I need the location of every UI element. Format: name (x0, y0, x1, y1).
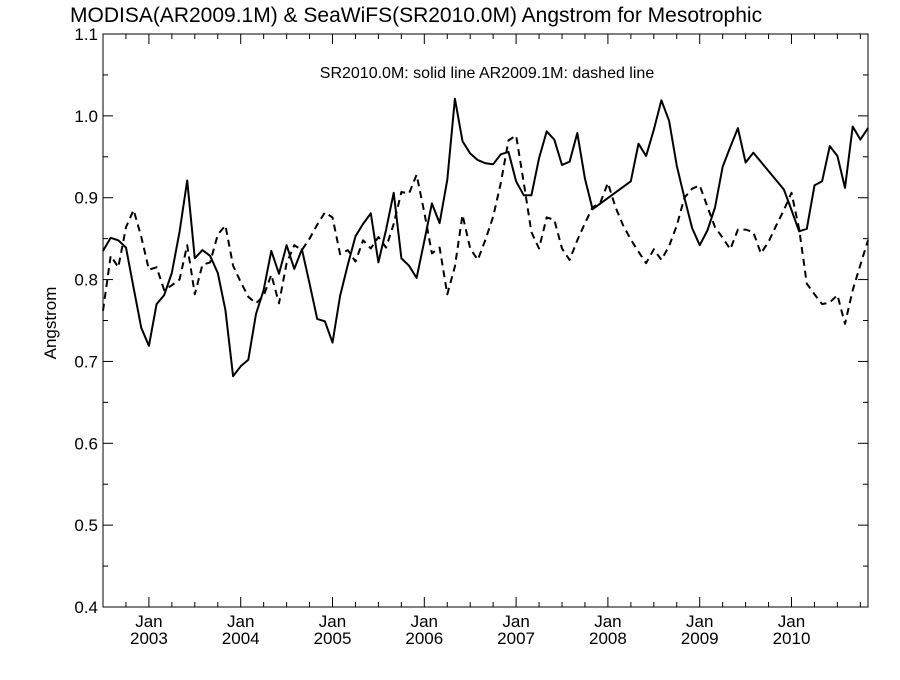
y-tick-label: 1.1 (74, 25, 98, 44)
legend-annotation: SR2010.0M: solid line AR2009.1M: dashed … (320, 65, 655, 82)
axes-layer: 0.40.50.60.70.80.91.01.1Jan2003Jan2004Ja… (74, 25, 869, 648)
x-tick-month-label: Jan (411, 612, 438, 631)
x-tick-year-label: 2006 (405, 629, 443, 648)
y-tick-label: 0.4 (74, 598, 98, 617)
x-tick-month-label: Jan (778, 612, 805, 631)
y-tick-label: 0.8 (74, 271, 98, 290)
chart-title: MODISA(AR2009.1M) & SeaWiFS(SR2010.0M) A… (70, 4, 762, 27)
y-tick-label: 0.7 (74, 352, 98, 371)
y-tick-label: 0.6 (74, 434, 98, 453)
y-tick-label: 0.9 (74, 189, 98, 208)
solid-series-line-0 (102, 97, 869, 378)
y-tick-label: 1.0 (74, 107, 98, 126)
dashed-series-line-1 (102, 134, 869, 325)
x-tick-month-label: Jan (686, 612, 713, 631)
x-tick-year-label: 2008 (589, 629, 627, 648)
x-tick-month-label: Jan (594, 612, 621, 631)
x-tick-year-label: 2004 (222, 629, 260, 648)
x-tick-year-label: 2010 (773, 629, 811, 648)
x-tick-month-label: Jan (135, 612, 162, 631)
series-layer (102, 97, 869, 378)
x-tick-year-label: 2009 (681, 629, 719, 648)
plot-frame (102, 33, 869, 608)
y-axis-label: Angstrom (41, 287, 60, 360)
x-tick-month-label: Jan (319, 612, 346, 631)
x-tick-year-label: 2007 (497, 629, 535, 648)
x-tick-year-label: 2003 (130, 629, 168, 648)
x-tick-month-label: Jan (227, 612, 254, 631)
x-tick-month-label: Jan (502, 612, 529, 631)
x-tick-year-label: 2005 (314, 629, 352, 648)
y-tick-label: 0.5 (74, 516, 98, 535)
